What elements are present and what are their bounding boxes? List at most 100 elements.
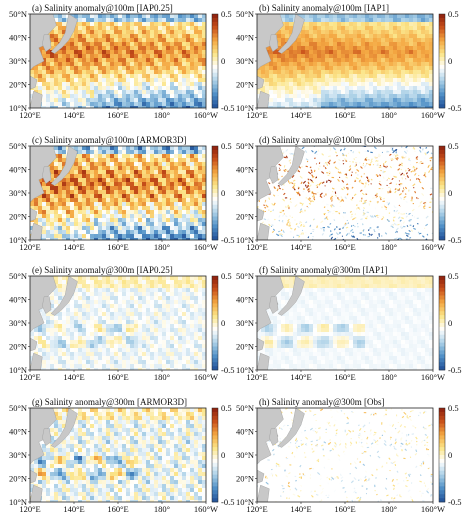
land-mass [50,14,78,54]
y-tick-label: 30°N [9,450,27,460]
land-mass [277,146,305,186]
land-mass [277,14,305,54]
y-tick-label: 40°N [9,295,27,305]
land-mass [50,276,78,316]
x-tick-label: 120°E [246,504,267,514]
y-tick-label: 30°N [236,56,254,66]
x-tick-label: 160°E [334,242,355,252]
x-tick-label: 160°E [107,242,128,252]
land-mass [30,90,43,108]
x-tick-label: 120°E [19,110,40,120]
land-mass [269,166,279,184]
land-mass [50,408,78,448]
colorbar: 0.5 0 -0.5 [211,9,234,113]
y-tick-label: 40°N [9,33,27,43]
map-svg: (b) Salinity anomaly@100m [IAP1] 50°N 40°N… [236,3,462,120]
x-tick-label: 160°W [194,110,218,120]
colorbar-tick-label: 0 [221,450,225,460]
colorbar-tick-label: -0.5 [221,103,234,113]
land-mass [269,34,279,52]
colorbar-tick-label: 0 [221,188,225,198]
y-tick-label: 10°N [236,103,254,113]
y-tick-label: 50°N [236,9,254,19]
colorbar-tick-label: 0 [448,188,452,198]
land-mass [30,207,38,222]
map-svg: (f) Salinity anomaly@300m [IAP1] 50°N 40°N… [236,265,462,382]
colorbar-tick-label: 0.5 [448,9,459,19]
colorbar: 0.5 0 -0.5 [211,271,234,375]
map-svg: (c) Salinity anomaly@100m [ARMOR3D] 50°N 4… [9,135,235,252]
colorbar-tick-label: 0 [221,56,225,66]
y-tick-label: 30°N [236,318,254,328]
y-tick-label: 10°N [236,235,254,245]
map-svg: (g) Salinity anomaly@300m [ARMOR3D] 50°N 4… [9,397,235,514]
land-mass [257,207,265,222]
map-panel: (f) Salinity anomaly@300m [IAP1] 50°N 40°N… [227,264,463,384]
land-mass [257,352,270,370]
panel-title: (f) Salinity anomaly@300m [IAP1] [259,265,388,275]
x-tick-label: 180° [154,504,170,514]
x-tick-label: 140°E [63,504,84,514]
y-tick-label: 20°N [236,342,254,352]
y-tick-label: 40°N [9,427,27,437]
y-tick-label: 10°N [9,365,27,375]
land-mass [42,34,52,52]
x-tick-label: 160°W [194,242,218,252]
x-tick-label: 180° [381,110,397,120]
colorbar-tick-label: 0.5 [221,403,232,413]
panel-title: (h) Salinity anomaly@300m [Obs] [259,397,385,407]
x-tick-label: 160°E [334,372,355,382]
x-tick-label: 140°E [63,372,84,382]
land-mass [257,484,270,502]
colorbar-tick-label: 0 [448,56,452,66]
land-mass [30,75,38,90]
colorbar-tick-label: -0.5 [221,497,234,507]
land-mass [269,296,279,314]
colorbar-tick-label: 0 [448,318,452,328]
land-mass [30,469,38,484]
land-mass [257,75,265,90]
land-mass [30,484,43,502]
panel-title: (c) Salinity anomaly@100m [ARMOR3D] [32,135,187,145]
x-tick-label: 160°E [334,110,355,120]
y-tick-label: 40°N [236,165,254,175]
land-mass [257,469,265,484]
colorbar-tick-label: 0 [221,318,225,328]
panel-title: (a) Salinity anomaly@100m [IAP0.25] [32,3,173,13]
x-tick-label: 160°W [421,372,445,382]
colorbar: 0.5 0 -0.5 [211,403,234,507]
x-tick-label: 140°E [290,372,311,382]
colorbar-tick-label: -0.5 [448,365,461,375]
x-tick-label: 180° [154,372,170,382]
y-tick-label: 30°N [9,56,27,66]
colorbar: 0.5 0 -0.5 [438,9,461,113]
map-svg: (a) Salinity anomaly@100m [IAP0.25] 50°N 4… [9,3,235,120]
land-mass [269,428,279,446]
map-panel: (a) Salinity anomaly@100m [IAP0.25] 50°N 4… [0,2,236,122]
x-tick-label: 120°E [246,110,267,120]
y-tick-label: 30°N [9,318,27,328]
y-tick-label: 50°N [236,403,254,413]
y-tick-label: 30°N [9,188,27,198]
colorbar: 0.5 0 -0.5 [438,271,461,375]
land-mass [257,90,270,108]
x-tick-label: 180° [381,242,397,252]
x-tick-label: 140°E [290,504,311,514]
map-panel: (h) Salinity anomaly@300m [Obs] 50°N 40°N 3… [227,396,463,516]
x-tick-label: 140°E [63,242,84,252]
land-mass [257,337,265,352]
y-tick-label: 10°N [9,497,27,507]
map-panel: (d) Salinity anomaly@100m [Obs] 50°N 40°N 3… [227,134,463,254]
land-mass [42,166,52,184]
x-tick-label: 160°W [421,110,445,120]
map-svg: (e) Salinity anomaly@300m [IAP0.25] 50°N 4… [9,265,235,382]
y-tick-label: 20°N [9,474,27,484]
colorbar: 0.5 0 -0.5 [211,141,234,245]
land-mass [50,146,78,186]
y-tick-label: 20°N [9,212,27,222]
x-tick-label: 180° [381,372,397,382]
colorbar-tick-label: 0.5 [448,271,459,281]
panel-title: (b) Salinity anomaly@100m [IAP1] [259,3,389,13]
x-tick-label: 180° [154,110,170,120]
colorbar-tick-label: -0.5 [448,235,461,245]
